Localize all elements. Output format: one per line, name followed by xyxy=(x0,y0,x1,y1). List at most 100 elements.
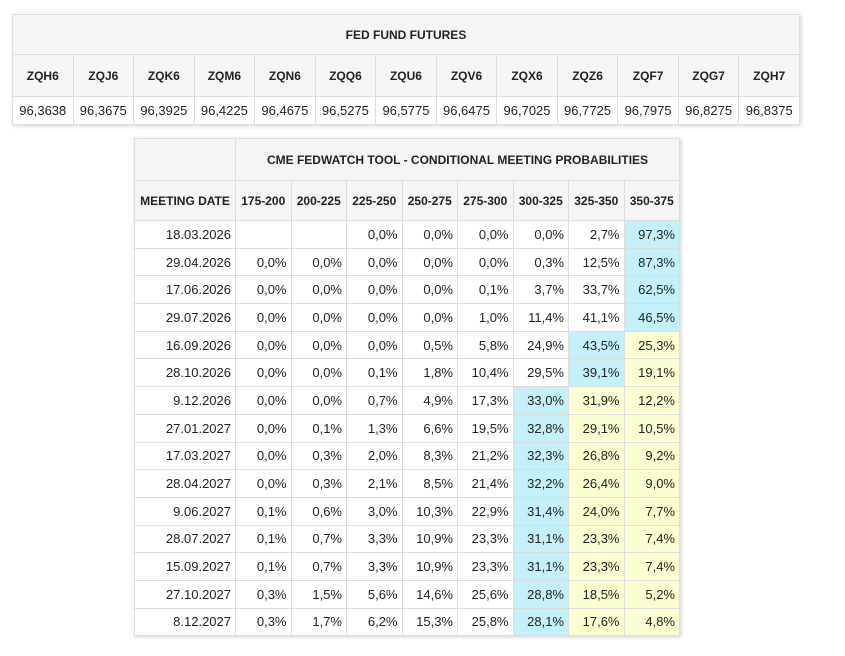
probability-cell: 0,0% xyxy=(235,413,292,443)
probability-cell: 33,7% xyxy=(568,275,625,305)
probability-cell: 0,0% xyxy=(290,330,347,360)
probability-cell: 1,3% xyxy=(346,413,403,443)
probability-cell: 0,0% xyxy=(512,220,569,249)
column-header: 350-375 xyxy=(623,180,680,221)
value-cell: 96,7725 xyxy=(556,96,619,125)
probability-cell: 7,4% xyxy=(623,524,680,554)
probability-cell: 87,3% xyxy=(623,247,680,277)
probability-cell: 0,3% xyxy=(290,469,347,498)
probability-cell: 7,4% xyxy=(623,552,680,581)
meeting-date: 27.01.2027 xyxy=(134,413,236,443)
column-header: 325-350 xyxy=(568,180,625,221)
probability-cell: 43,5% xyxy=(568,330,625,360)
data-row: 17.06.2026 0,0% 0,0% 0,0% 0,0% 0,1% 3,7% 33,7% 6… xyxy=(134,275,680,305)
data-row: 28.04.2027 0,0% 0,3% 2,1% 8,5% 21,4% 32,2% 26,4… xyxy=(134,469,680,498)
probability-cell: 10,4% xyxy=(457,358,514,388)
value-row: 96,3638 96,3675 96,3925 96,4225 96,4675 96,52… xyxy=(12,96,800,125)
probability-cell: 6,2% xyxy=(346,607,403,637)
probability-cell: 17,6% xyxy=(568,607,625,637)
column-header: ZQF7 xyxy=(617,54,679,97)
column-header: 175-200 xyxy=(235,180,292,221)
meeting-date: 17.03.2027 xyxy=(134,441,236,471)
probability-cell: 18,5% xyxy=(568,579,625,609)
probability-cell: 0,0% xyxy=(235,469,292,498)
probability-cell: 0,0% xyxy=(346,275,403,305)
data-row: 8.12.2027 0,3% 1,7% 6,2% 15,3% 25,8% 28,1% 17,6… xyxy=(134,607,680,637)
probability-cell: 10,9% xyxy=(401,552,458,581)
probability-cell: 1,8% xyxy=(401,358,458,388)
probability-cell: 0,0% xyxy=(235,358,292,388)
column-header: ZQK6 xyxy=(133,54,195,97)
corner-cell xyxy=(134,138,236,181)
probability-cell: 23,3% xyxy=(568,552,625,581)
probability-cell: 0,7% xyxy=(346,386,403,415)
meeting-date: 29.07.2026 xyxy=(134,303,236,332)
column-header: 275-300 xyxy=(457,180,514,221)
probability-cell: 28,8% xyxy=(512,579,569,609)
meeting-date: 17.06.2026 xyxy=(134,275,236,305)
probability-cell: 33,0% xyxy=(512,386,569,415)
probability-cell: 0,1% xyxy=(346,358,403,388)
probability-cell: 2,1% xyxy=(346,469,403,498)
data-row: 28.10.2026 0,0% 0,0% 0,1% 1,8% 10,4% 29,5% 39,1… xyxy=(134,358,680,388)
probability-cell: 2,7% xyxy=(568,220,625,249)
data-row: 16.09.2026 0,0% 0,0% 0,0% 0,5% 5,8% 24,9% 43,5%… xyxy=(134,330,680,360)
probability-cell: 0,0% xyxy=(235,330,292,360)
probability-cell: 3,3% xyxy=(346,552,403,581)
table-title: CME FEDWATCH TOOL - CONDITIONAL MEETING … xyxy=(235,138,680,181)
probability-cell: 0,0% xyxy=(401,247,458,277)
probability-cell: 0,0% xyxy=(401,275,458,305)
meeting-date: 29.04.2026 xyxy=(134,247,236,277)
probability-cell: 1,0% xyxy=(457,303,514,332)
probability-cell: 9,0% xyxy=(623,469,680,498)
probability-cell: 10,3% xyxy=(401,496,458,526)
meeting-date: 16.09.2026 xyxy=(134,330,236,360)
probability-cell: 11,4% xyxy=(512,303,569,332)
probability-cell: 31,1% xyxy=(512,524,569,554)
column-header: ZQH6 xyxy=(12,54,74,97)
probability-cell: 0,3% xyxy=(235,579,292,609)
probability-cell: 46,5% xyxy=(623,303,680,332)
probability-cell: 15,3% xyxy=(401,607,458,637)
probability-cell: 19,5% xyxy=(457,413,514,443)
probability-cell: 31,1% xyxy=(512,552,569,581)
probability-cell: 32,8% xyxy=(512,413,569,443)
meeting-date: 18.03.2026 xyxy=(134,220,236,249)
probability-cell: 62,5% xyxy=(623,275,680,305)
probability-cell: 23,3% xyxy=(568,524,625,554)
probability-cell: 4,8% xyxy=(623,607,680,637)
probability-cell: 12,2% xyxy=(623,386,680,415)
probability-cell: 0,3% xyxy=(512,247,569,277)
data-row: 28.07.2027 0,1% 0,7% 3,3% 10,9% 23,3% 31,1% 23,… xyxy=(134,524,680,554)
probability-cell: 0,7% xyxy=(290,552,347,581)
probability-cell: 0,0% xyxy=(401,220,458,249)
data-row: 18.03.2026 0,0% 0,0% 0,0% 0,0% 2,7% 97,3% xyxy=(134,220,680,249)
value-cell: 96,4675 xyxy=(254,96,316,125)
probability-cell: 8,3% xyxy=(401,441,458,471)
title-row: FED FUND FUTURES xyxy=(12,14,800,55)
probability-cell: 3,3% xyxy=(346,524,403,554)
meeting-date: 9.12.2026 xyxy=(134,386,236,415)
column-header: MEETING DATE xyxy=(134,180,236,221)
probability-cell: 26,4% xyxy=(568,469,625,498)
probability-cell: 25,6% xyxy=(457,579,514,609)
value-cell: 96,8375 xyxy=(738,96,800,125)
probability-cell: 0,1% xyxy=(235,496,292,526)
title-row: CME FEDWATCH TOOL - CONDITIONAL MEETING … xyxy=(134,138,680,181)
value-cell: 96,6475 xyxy=(435,96,498,125)
meeting-date: 9.06.2027 xyxy=(134,496,236,526)
value-cell: 96,3925 xyxy=(133,96,195,125)
meeting-date: 15.09.2027 xyxy=(134,552,236,581)
data-row: 29.07.2026 0,0% 0,0% 0,0% 0,0% 1,0% 11,4% 41,1%… xyxy=(134,303,680,332)
probability-cell: 9,2% xyxy=(623,441,680,471)
probability-cell: 0,0% xyxy=(290,247,347,277)
meeting-date: 28.07.2027 xyxy=(134,524,236,554)
column-header: ZQU6 xyxy=(375,54,437,97)
probability-cell: 0,0% xyxy=(401,303,458,332)
value-cell: 96,7025 xyxy=(496,96,558,125)
probability-cell: 6,6% xyxy=(401,413,458,443)
probability-cell: 12,5% xyxy=(568,247,625,277)
value-cell: 96,4225 xyxy=(193,96,256,125)
value-cell: 96,3638 xyxy=(12,96,74,125)
probability-cell: 25,3% xyxy=(623,330,680,360)
